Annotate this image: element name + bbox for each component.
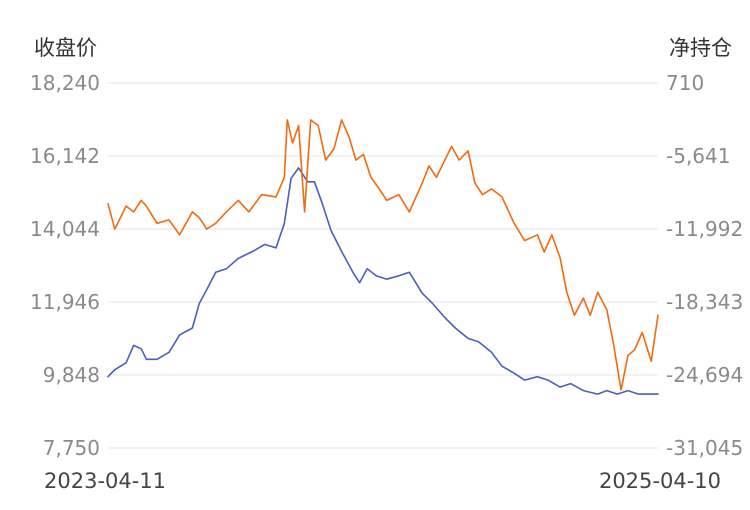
series-group	[107, 119, 659, 395]
left-axis-title: 收盘价	[34, 36, 97, 60]
gridlines	[108, 82, 658, 449]
right-tick-label: -18,343	[666, 290, 743, 314]
left-tick-label: 9,848	[43, 363, 100, 387]
x-axis-end-label: 2025-04-10	[599, 469, 721, 493]
left-axis-ticks: 18,240 16,142 14,044 11,946 9,848 7,750	[30, 71, 100, 460]
net-position-line	[107, 119, 659, 391]
left-tick-label: 14,044	[30, 217, 100, 241]
left-tick-label: 18,240	[30, 71, 100, 95]
right-tick-label: -31,045	[666, 436, 743, 460]
right-axis-ticks: 710 -5,641 -11,992 -18,343 -24,694 -31,045	[666, 71, 743, 460]
right-axis-title: 净持仓	[669, 36, 732, 60]
left-tick-label: 16,142	[30, 144, 100, 168]
right-tick-label: 710	[666, 71, 704, 95]
right-tick-label: -11,992	[666, 217, 743, 241]
close-price-line	[107, 167, 659, 395]
right-tick-label: -5,641	[666, 144, 730, 168]
left-tick-label: 7,750	[43, 436, 100, 460]
x-axis-start-label: 2023-04-11	[44, 469, 166, 493]
right-tick-label: -24,694	[666, 363, 743, 387]
left-tick-label: 11,946	[30, 290, 100, 314]
